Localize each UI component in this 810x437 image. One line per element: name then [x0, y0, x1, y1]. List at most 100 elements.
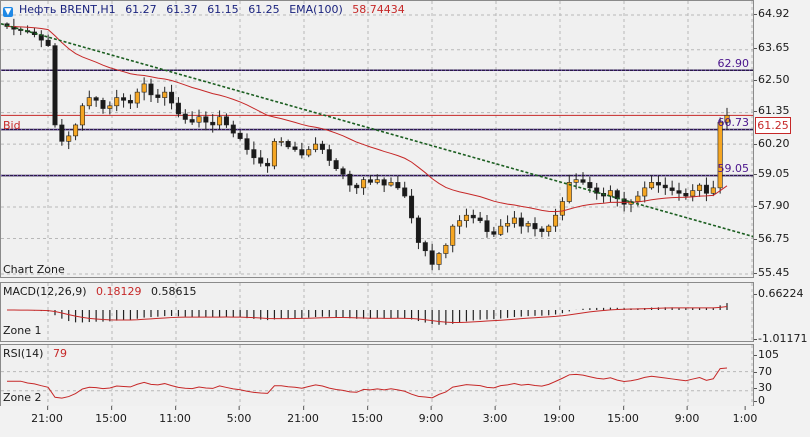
macd-axis[interactable]: 0.66224 -1.01171: [753, 282, 810, 345]
level-label-3: 59.05: [717, 162, 750, 175]
rsi-pane[interactable]: RSI(14) 79 Zone 2: [0, 344, 754, 408]
candle-body: [169, 91, 175, 104]
candle-body: [566, 182, 572, 202]
candle-body: [134, 91, 140, 104]
candle-body: [395, 182, 401, 189]
candle-body: [649, 182, 655, 189]
time-tick: 1:00: [732, 406, 758, 425]
candle-body: [271, 141, 277, 167]
candle-body: [367, 179, 373, 183]
candle-body: [278, 141, 284, 143]
chart-header: ▼ Нефть BRENT,H1 61.27 61.37 61.15 61.25 …: [3, 3, 411, 17]
price-chart[interactable]: [1, 1, 754, 278]
price-tick: 64.92: [754, 7, 790, 20]
candle-body: [669, 187, 675, 191]
ema-value: 58.74434: [352, 3, 405, 16]
current-price-box: 61.25: [755, 117, 791, 134]
candle-body: [498, 225, 504, 235]
rsi-axis[interactable]: 105 70 30 0: [754, 344, 810, 408]
time-tick: 11:00: [159, 406, 191, 425]
rsi-tick: 70: [754, 365, 772, 378]
rsi-tick: 0: [754, 394, 765, 407]
price-axis[interactable]: 64.92 63.65 62.50 61.35 60.20 59.05 57.9…: [754, 0, 810, 282]
candle-body: [299, 149, 305, 156]
candle-body: [265, 162, 271, 167]
time-tick: 15:00: [351, 406, 383, 425]
rsi-name: RSI(14): [3, 347, 44, 360]
candle-body: [66, 135, 72, 142]
arrow-down-icon[interactable]: ▼: [3, 7, 13, 17]
candle-body: [683, 193, 689, 197]
candle-body: [333, 160, 339, 170]
candle-body: [676, 190, 682, 194]
candle-body: [703, 184, 709, 194]
candle-body: [326, 149, 332, 161]
candle-body: [374, 179, 380, 183]
zone1-label: Zone 1: [3, 324, 42, 337]
chart-zone-label: Chart Zone: [3, 263, 65, 276]
candle-body: [347, 173, 353, 186]
candle-body: [607, 190, 613, 197]
candle-body: [429, 250, 435, 265]
candle-body: [237, 132, 243, 139]
candle-body: [518, 217, 524, 227]
symbol-label: Нефть BRENT,H1: [19, 3, 116, 16]
low-value: 61.15: [207, 3, 239, 16]
close-value: 61.25: [248, 3, 280, 16]
time-tick: 15:00: [607, 406, 639, 425]
candle-body: [436, 253, 442, 265]
candle-body: [463, 214, 469, 221]
candle-body: [141, 83, 147, 93]
candle-body: [525, 223, 531, 227]
candle-body: [505, 223, 511, 227]
candle-body: [388, 182, 394, 186]
candle-body: [484, 220, 490, 232]
candle-body: [285, 141, 291, 148]
macd-tick: -1.01171: [753, 332, 808, 345]
candle-body: [546, 225, 552, 232]
macd-chart[interactable]: [1, 283, 754, 342]
candle-body: [559, 201, 565, 216]
candle-body: [470, 214, 476, 219]
candle-body: [59, 124, 65, 142]
rsi-header: RSI(14) 79: [3, 347, 73, 360]
candle-body: [662, 184, 668, 189]
level-label-2: 60.73: [717, 116, 750, 129]
candle-body: [306, 149, 312, 156]
macd-pane[interactable]: MACD(12,26,9) 0.18129 0.58615 Zone 1: [0, 282, 754, 342]
candle-body: [580, 179, 586, 183]
candle-body: [511, 217, 517, 224]
candle-body: [361, 179, 367, 189]
price-tick: 56.75: [754, 232, 790, 245]
candle-body: [73, 124, 79, 137]
rsi-value: 79: [52, 347, 67, 360]
candle-body: [45, 39, 51, 46]
candle-body: [655, 182, 661, 186]
macd-tick: 0.66224: [754, 287, 804, 300]
candle-body: [155, 94, 161, 98]
main-chart-pane[interactable]: ▼ Нефть BRENT,H1 61.27 61.37 61.15 61.25 …: [0, 0, 754, 278]
macd-signal-line: [6, 306, 728, 323]
time-tick: 9:00: [418, 406, 444, 425]
rsi-chart[interactable]: [1, 345, 754, 408]
level-label-1: 62.90: [717, 57, 750, 70]
zone2-label: Zone 2: [3, 391, 42, 404]
candle-body: [539, 228, 545, 232]
candle-body: [313, 143, 319, 150]
time-tick: 21:00: [287, 406, 319, 425]
candle-body: [93, 97, 99, 101]
ema-label: EMA(100): [289, 3, 343, 16]
candle-body: [409, 195, 415, 219]
candle-body: [415, 217, 421, 243]
time-axis[interactable]: 21:00 15:00 11:00 5:00 21:00 15:00 9:00 …: [0, 406, 810, 437]
candle-body: [450, 225, 456, 246]
macd-name: MACD(12,26,9): [3, 285, 87, 298]
candle-body: [210, 121, 216, 126]
price-tick: 59.05: [754, 167, 790, 180]
rsi-line: [7, 367, 728, 399]
candle-body: [710, 187, 716, 194]
price-tick: 62.50: [754, 73, 790, 86]
candle-body: [251, 149, 257, 159]
candle-body: [258, 157, 264, 164]
candle-body: [79, 105, 85, 126]
